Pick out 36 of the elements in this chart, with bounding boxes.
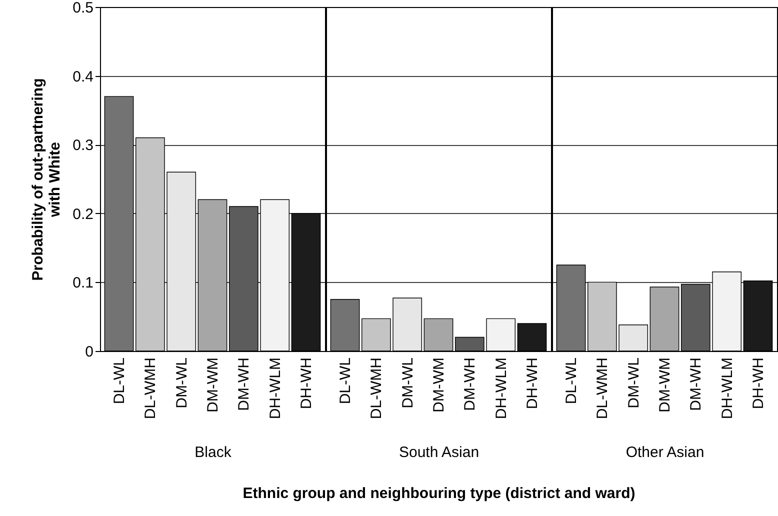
bar xyxy=(650,286,680,352)
x-tick-label: DL-WL xyxy=(111,358,128,404)
y-axis-title: Probability of out-partnering with White xyxy=(30,78,64,281)
x-tick-label: DM-WL xyxy=(625,358,642,408)
x-axis-title: South Asian xyxy=(398,444,480,462)
x-tick-label: DM-WM xyxy=(430,358,448,412)
x-tick-label: DM-WM xyxy=(204,358,222,412)
x-tick-label: DM-WL xyxy=(399,358,416,408)
x-tick-label: DH-WLM xyxy=(266,358,284,420)
x-tick-label: DH-WLM xyxy=(492,358,510,420)
x-tick-label: DH-WH xyxy=(750,358,767,410)
x-tick-label: DH-WH xyxy=(524,358,541,410)
y-tick-label: 0.4 xyxy=(72,68,94,86)
x-tick-label: DH-WLM xyxy=(718,358,736,420)
y-tick-label: 0.2 xyxy=(72,206,94,223)
x-tick-label: DM-WH xyxy=(236,358,253,411)
x-axis-title: Black xyxy=(194,444,232,462)
x-tick-label: DH-WH xyxy=(298,358,315,410)
x-tick-label: DL-WL xyxy=(337,358,354,404)
x-tick-label: DM-WH xyxy=(688,358,705,411)
bar xyxy=(517,323,547,352)
x-tick-label: DL-WMH xyxy=(368,358,386,420)
y-tick-label: 0 xyxy=(85,344,94,360)
bar xyxy=(424,318,454,352)
x-tick-label: DL-WMH xyxy=(594,358,612,420)
x-axis-title: Other Asian xyxy=(626,444,704,462)
y-tick-label: 0.5 xyxy=(72,0,94,16)
x-tick-label: DM-WM xyxy=(656,358,674,412)
y-tick-label: 0.3 xyxy=(72,137,94,154)
x-tick-label: DM-WL xyxy=(173,358,190,408)
text: Ethnic group and neighbouring type (district and ward) xyxy=(242,485,636,502)
x-tick-label: DL-WMH xyxy=(142,358,160,420)
bar xyxy=(330,299,360,352)
x-tick-label: DM-WH xyxy=(462,358,479,411)
x-tick-label: DL-WL xyxy=(563,358,580,404)
y-tick-label: 0.1 xyxy=(72,274,94,292)
